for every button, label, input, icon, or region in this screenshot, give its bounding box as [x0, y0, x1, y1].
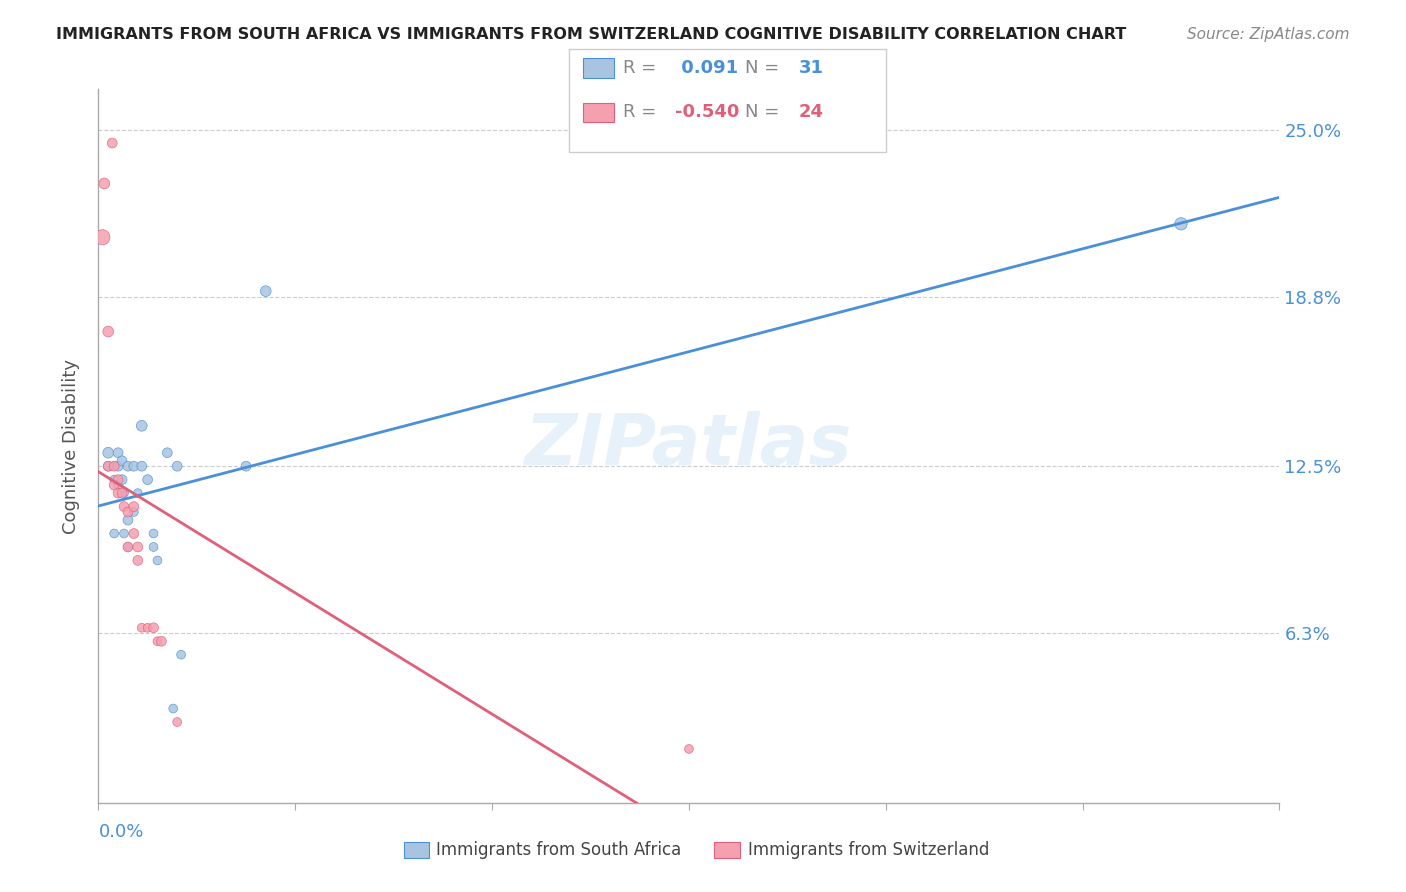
Y-axis label: Cognitive Disability: Cognitive Disability [62, 359, 80, 533]
Point [103, 473, 125, 487]
Point [122, 526, 145, 541]
Point [127, 553, 149, 567]
Point [235, 459, 257, 474]
Point [156, 446, 179, 460]
Point [117, 459, 139, 474]
Point [103, 526, 125, 541]
Point [142, 526, 165, 541]
Text: R =: R = [623, 103, 662, 121]
Text: 0.0%: 0.0% [98, 822, 143, 841]
Point [103, 459, 125, 474]
Text: -0.540: -0.540 [675, 103, 740, 121]
Point [127, 540, 149, 554]
Point [142, 621, 165, 635]
Point [150, 634, 173, 648]
Point [166, 459, 188, 474]
Point [131, 621, 153, 635]
Point [101, 136, 124, 150]
Point [117, 513, 139, 527]
Text: 24: 24 [799, 103, 824, 121]
Point [162, 701, 184, 715]
Point [122, 500, 145, 514]
Point [678, 742, 700, 756]
Point [136, 621, 159, 635]
Point [166, 714, 188, 729]
Point [146, 553, 169, 567]
Point [107, 473, 129, 487]
Text: R =: R = [623, 59, 662, 77]
Point [111, 473, 134, 487]
Text: 0.091: 0.091 [675, 59, 738, 77]
Point [91, 230, 114, 244]
Text: N =: N = [745, 103, 785, 121]
Point [146, 634, 169, 648]
Point [117, 540, 139, 554]
Point [97, 446, 120, 460]
Point [112, 500, 135, 514]
Point [103, 478, 125, 492]
Point [97, 459, 120, 474]
Text: 31: 31 [799, 59, 824, 77]
Text: N =: N = [745, 59, 785, 77]
Point [117, 505, 139, 519]
Text: Immigrants from South Africa: Immigrants from South Africa [436, 841, 681, 859]
Point [103, 459, 125, 474]
Point [93, 177, 115, 191]
Point [170, 648, 193, 662]
Point [117, 540, 139, 554]
Point [131, 418, 153, 433]
Point [122, 505, 145, 519]
Point [131, 459, 153, 474]
Text: IMMIGRANTS FROM SOUTH AFRICA VS IMMIGRANTS FROM SWITZERLAND COGNITIVE DISABILITY: IMMIGRANTS FROM SOUTH AFRICA VS IMMIGRAN… [56, 27, 1126, 42]
Point [122, 459, 145, 474]
Point [107, 446, 129, 460]
Point [97, 325, 120, 339]
Point [112, 486, 135, 500]
Point [112, 526, 135, 541]
Point [107, 478, 129, 492]
Point [254, 284, 277, 298]
Point [107, 459, 129, 474]
Text: Source: ZipAtlas.com: Source: ZipAtlas.com [1187, 27, 1350, 42]
Point [136, 473, 159, 487]
Point [97, 459, 120, 474]
Text: ZIPatlas: ZIPatlas [526, 411, 852, 481]
Point [127, 486, 149, 500]
Point [111, 454, 134, 468]
Point [142, 540, 165, 554]
Point [107, 486, 129, 500]
Point [1170, 217, 1192, 231]
Text: Immigrants from Switzerland: Immigrants from Switzerland [748, 841, 990, 859]
Point [111, 486, 134, 500]
